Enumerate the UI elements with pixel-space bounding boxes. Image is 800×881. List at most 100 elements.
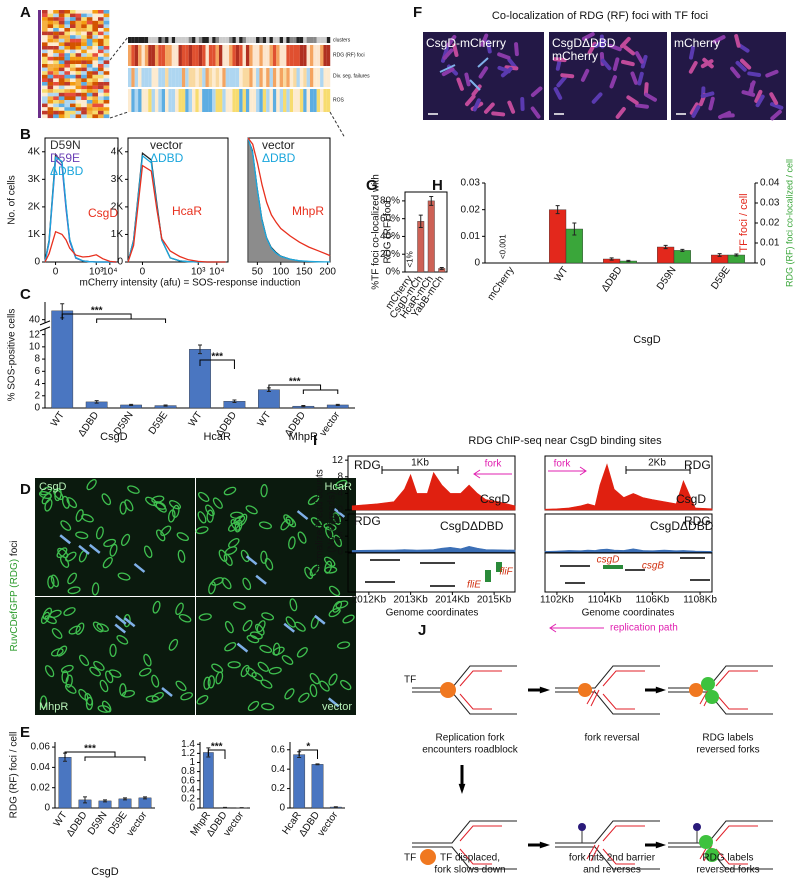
cell — [285, 516, 297, 528]
y-tick-label: 0 — [189, 803, 195, 814]
heatmap-cell — [75, 110, 82, 115]
heatmap-cell — [92, 28, 99, 32]
zoom-cell — [202, 89, 206, 112]
zoom-cell — [161, 45, 166, 66]
y-tick-label: 0 — [279, 803, 285, 814]
bar — [258, 389, 280, 409]
zoom-cell — [242, 89, 246, 112]
zoom-cell — [286, 45, 290, 66]
arrow — [469, 79, 481, 91]
cell — [89, 666, 101, 677]
cell — [251, 671, 264, 682]
heatmap-cell — [98, 20, 104, 25]
cell — [62, 495, 70, 509]
zoom-cell — [188, 37, 193, 43]
y-tick-label: 3K — [28, 174, 41, 185]
heatmap-cell — [42, 10, 48, 14]
zoom-cell — [249, 45, 253, 66]
arrow — [114, 623, 127, 634]
heatmap-cell — [47, 107, 54, 111]
zoom-cell — [252, 89, 257, 112]
cell — [109, 643, 117, 658]
y-axis-label: % SOS-positive cells — [7, 309, 18, 402]
heatmap-cell — [103, 46, 110, 50]
zoom-cell — [178, 37, 182, 43]
heatmap-cell — [58, 42, 65, 47]
zoom-cell — [286, 68, 290, 87]
y-tick-label: 4 — [34, 378, 40, 389]
zoom-cell — [272, 37, 277, 43]
heatmap-cell — [58, 35, 65, 39]
cell — [228, 537, 240, 549]
arrow — [255, 574, 267, 585]
zoom-cell — [185, 37, 189, 43]
cell — [247, 700, 260, 712]
zoom-cell — [192, 37, 196, 43]
axis-break — [40, 322, 50, 329]
heatmap-cell — [86, 42, 93, 47]
zoom-cell — [198, 45, 203, 66]
heatmap-cell — [103, 100, 110, 104]
cell — [47, 575, 55, 589]
tf-label: TF — [404, 853, 416, 864]
zoom-cell — [154, 89, 159, 112]
heatmap-cell — [47, 38, 54, 43]
label-part: foci — [9, 541, 20, 557]
zoom-cell — [178, 45, 182, 66]
cell — [223, 486, 237, 496]
cell — [211, 663, 224, 673]
heatmap-cell — [75, 71, 82, 75]
heatmap-cell — [42, 85, 48, 90]
cell — [328, 585, 341, 597]
y-tick-label: 0.02 — [31, 782, 51, 793]
x-axis-label: mCherry intensity (afu) = SOS-response i… — [80, 278, 301, 289]
zoom-cell — [256, 68, 260, 87]
cell — [151, 674, 160, 688]
zoom-cell — [326, 89, 331, 112]
heatmap-cell — [92, 10, 99, 14]
heatmap-cell — [98, 85, 104, 90]
heatmap-cell — [58, 100, 65, 104]
zoom-cell — [306, 68, 311, 87]
heatmap-cell — [42, 38, 48, 43]
cell — [175, 680, 187, 692]
cell — [328, 673, 338, 686]
cell — [260, 550, 268, 564]
fork-label: fork — [554, 459, 572, 470]
heatmap-side — [38, 10, 41, 118]
heatmap-cell — [103, 56, 110, 61]
axis-break — [39, 320, 51, 332]
significance: * — [306, 742, 310, 753]
cell — [145, 695, 160, 703]
cell — [483, 102, 495, 114]
cell — [85, 696, 94, 711]
cell — [75, 531, 89, 540]
x-tick-label: ΔDBD — [600, 265, 625, 294]
y-tick-label: 0.6 — [181, 775, 195, 786]
zoom-cell — [326, 37, 331, 43]
zoom-cell — [198, 37, 203, 43]
significance-bracket — [268, 384, 339, 394]
heatmap-cell — [53, 10, 59, 14]
heatmap-cell — [75, 56, 82, 61]
micrograph — [196, 478, 356, 596]
heatmap-cell — [86, 100, 93, 104]
heatmap-cell — [53, 31, 59, 36]
zoom-cell — [296, 45, 300, 66]
arrow-head — [655, 686, 666, 694]
heatmap-cell — [47, 28, 54, 32]
zoom-cell — [131, 45, 135, 66]
zoom-cell — [144, 68, 149, 87]
line — [44, 156, 117, 263]
heatmap-cell — [47, 42, 54, 47]
group-label: CsgD — [633, 334, 661, 346]
x-tick-label: D59E — [147, 410, 171, 437]
heatmap-cell — [86, 71, 93, 75]
heatmap-cell — [86, 10, 93, 14]
cell — [40, 486, 53, 496]
heatmap-cell — [86, 107, 93, 111]
heatmap-cell — [42, 53, 48, 57]
heatmap-cell — [70, 28, 76, 32]
arrow — [78, 544, 90, 555]
zoom-cell — [131, 37, 135, 43]
